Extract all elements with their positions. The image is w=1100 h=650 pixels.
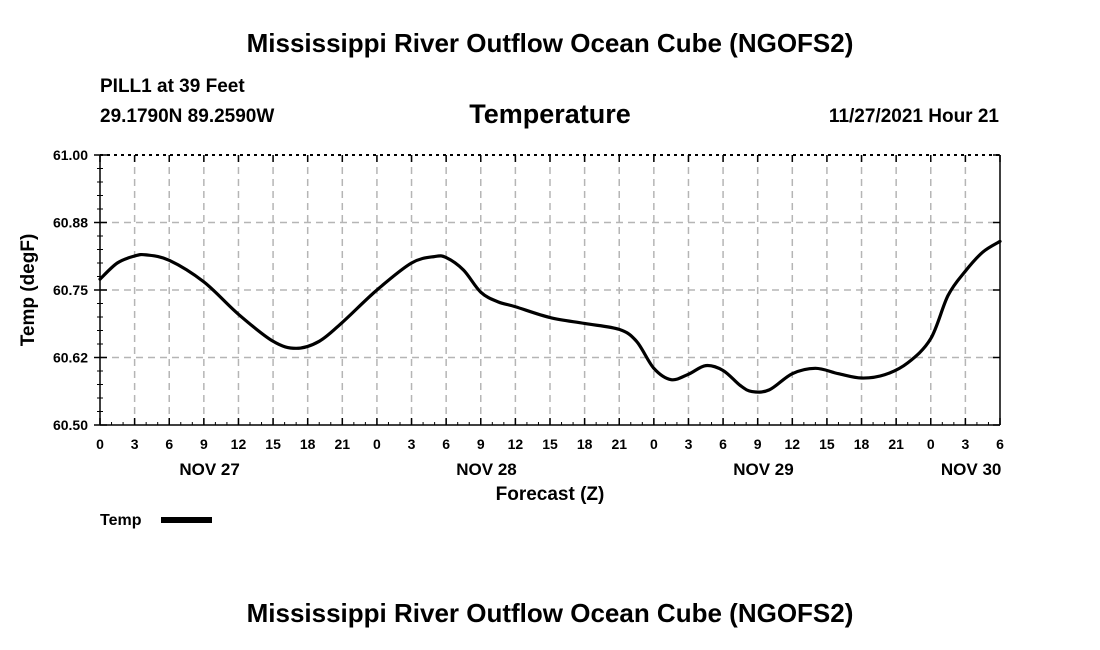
x-tick-label: 18: [854, 436, 870, 452]
x-tick-label: 0: [373, 436, 381, 452]
x-tick-label: 18: [300, 436, 316, 452]
x-tick-label: 15: [265, 436, 281, 452]
station-label: PILL1 at 39 Feet: [100, 76, 245, 97]
x-axis-title: Forecast (Z): [496, 484, 605, 505]
x-tick-label: 3: [685, 436, 693, 452]
x-tick-label: 18: [577, 436, 593, 452]
x-tick-label: 9: [754, 436, 762, 452]
x-tick-label: 15: [819, 436, 835, 452]
y-tick-label: 60.62: [53, 350, 88, 366]
day-label: NOV 29: [733, 460, 793, 479]
y-tick-label: 60.50: [53, 417, 88, 433]
x-tick-label: 6: [442, 436, 450, 452]
x-tick-label: 3: [408, 436, 416, 452]
axis-ticks: [94, 154, 1001, 426]
series-layer: [98, 239, 1002, 394]
y-tick-label: 61.00: [53, 147, 88, 163]
x-tick-label: 0: [96, 436, 104, 452]
x-tick-label: 6: [165, 436, 173, 452]
series-line-temp: [98, 239, 1002, 394]
x-tick-label: 0: [650, 436, 658, 452]
x-tick-label: 3: [961, 436, 969, 452]
footer-title: Mississippi River Outflow Ocean Cube (NG…: [246, 598, 854, 628]
legend: Temp: [100, 512, 212, 529]
x-tick-label: 12: [508, 436, 524, 452]
x-tick-label: 15: [542, 436, 558, 452]
day-label: NOV 28: [456, 460, 516, 479]
x-tick-label: 6: [719, 436, 727, 452]
y-axis-title: Temp (degF): [18, 234, 39, 347]
x-tick-label: 3: [131, 436, 139, 452]
coordinates-label: 29.1790N 89.2590W: [100, 106, 275, 127]
x-tick-label: 12: [785, 436, 801, 452]
y-tick-label: 60.75: [53, 282, 88, 298]
chart-main-title: Mississippi River Outflow Ocean Cube (NG…: [246, 28, 854, 58]
axis-labels: 0 3 6 9 12 15 18 21 0 3 6 9 12 15 18 21 0 3 6 9 12 15 18 21 0 3 6 6…: [53, 147, 1004, 479]
forecast-datetime: 11/27/2021 Hour 21: [828, 106, 999, 127]
x-tick-label: 21: [611, 436, 627, 452]
grid-lines: [100, 154, 1000, 425]
x-tick-label: 21: [888, 436, 904, 452]
day-label: NOV 27: [179, 460, 239, 479]
x-tick-label: 12: [231, 436, 247, 452]
x-tick-label: 21: [335, 436, 351, 452]
legend-label-temp: Temp: [100, 512, 142, 529]
y-tick-label: 60.88: [53, 215, 88, 231]
chart-subtitle: Temperature: [469, 99, 631, 129]
x-tick-label: 9: [477, 436, 485, 452]
x-tick-label: 6: [996, 436, 1004, 452]
x-tick-label: 0: [927, 436, 935, 452]
day-label: NOV 30: [941, 460, 1001, 479]
x-tick-label: 9: [200, 436, 208, 452]
